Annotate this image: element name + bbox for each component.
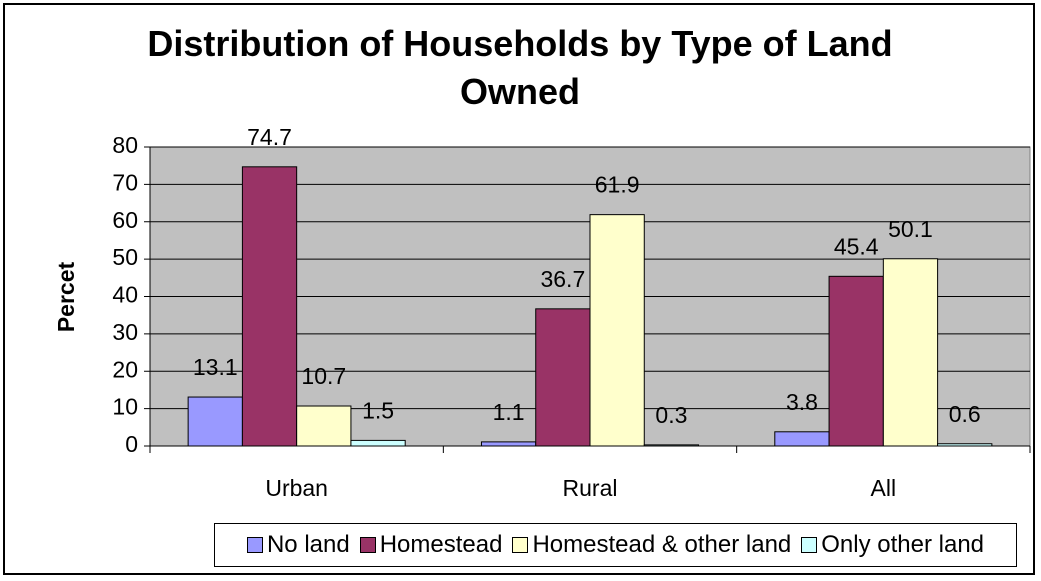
y-tick-label: 0 [125, 431, 138, 457]
legend-item: Homestead & other land [512, 531, 791, 559]
data-label: 74.7 [247, 124, 292, 150]
legend: No land Homestead Homestead & other land On… [214, 523, 1017, 567]
legend-label: No land [266, 531, 350, 558]
data-label: 0.3 [655, 402, 687, 428]
chart-title: Distribution of Households by Type of La… [147, 23, 893, 112]
data-label: 36.7 [540, 266, 585, 292]
y-axis-label: Percet [53, 261, 79, 332]
bar [643, 444, 700, 447]
legend-swatch [246, 537, 263, 553]
legend-item: Homestead [359, 531, 503, 559]
y-tick-label: 80 [112, 132, 138, 158]
bar [882, 258, 939, 447]
data-label: 13.1 [193, 354, 238, 380]
bar [937, 443, 993, 447]
bar [241, 166, 298, 447]
legend-label: Homestead [379, 531, 503, 558]
x-tick-label: All [871, 475, 897, 501]
data-label: 0.6 [949, 401, 981, 427]
legend-label: Only other land [821, 531, 985, 558]
data-label: 45.4 [834, 233, 879, 259]
bar [350, 439, 406, 447]
y-tick-label: 70 [112, 169, 138, 195]
data-label: 1.1 [493, 399, 525, 425]
legend-label: Homestead & other land [532, 531, 792, 558]
y-tick-label: 10 [112, 394, 138, 420]
bar [774, 431, 830, 447]
data-label: 50.1 [888, 216, 933, 242]
legend-swatch [512, 537, 529, 553]
bar [589, 214, 645, 447]
legend-swatch [359, 537, 376, 553]
x-tick-label: Urban [265, 475, 328, 501]
y-tick-label: 50 [112, 244, 138, 270]
data-label: 10.7 [301, 363, 346, 389]
chart-frame [3, 3, 1035, 575]
legend-item: Only other land [801, 531, 984, 559]
data-label: 61.9 [595, 172, 640, 198]
bar [828, 275, 884, 447]
y-tick-label: 60 [112, 207, 138, 233]
data-label: 3.8 [786, 389, 818, 415]
bar [480, 441, 537, 447]
y-tick-label: 40 [112, 282, 138, 308]
y-tick-label: 30 [112, 319, 138, 345]
bar [296, 405, 352, 447]
bar [535, 308, 591, 447]
y-tick-label: 20 [112, 356, 138, 382]
data-label: 1.5 [362, 397, 394, 423]
x-tick-label: Rural [563, 475, 618, 501]
legend-item: No land [246, 531, 350, 559]
bar [187, 396, 243, 447]
legend-swatch [801, 537, 818, 553]
